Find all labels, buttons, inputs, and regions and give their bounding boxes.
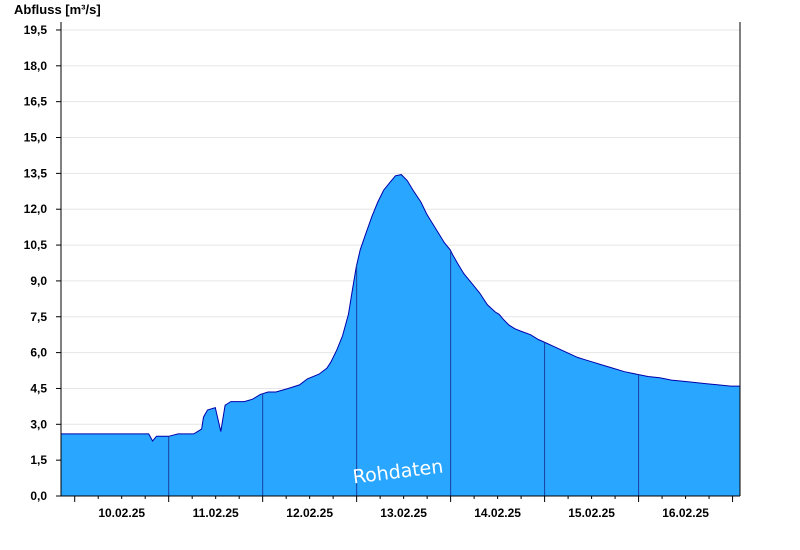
- y-tick-label: 9,0: [30, 274, 47, 288]
- y-tick-label: 19,5: [24, 23, 48, 37]
- x-tick-label: 16.02.25: [662, 506, 709, 520]
- x-ticks: 10.02.25 11.02.25 12.02.25 13.02.25 14.02.25…: [74, 496, 734, 520]
- discharge-line: [61, 174, 740, 442]
- x-tick-label: 14.02.25: [474, 506, 521, 520]
- axes: [60, 22, 741, 497]
- y-tick-label: 16,5: [24, 95, 48, 109]
- y-tick-label: 12,0: [24, 202, 48, 216]
- y-tick-label: 10,5: [24, 238, 48, 252]
- x-tick-label: 15.02.25: [568, 506, 615, 520]
- plot-area: [61, 174, 740, 496]
- x-tick-label: 10.02.25: [98, 506, 145, 520]
- y-ticks: 0,0 1,5 3,0 4,5 6,0 7,5 9,0 10,5 12,0 13,5 15,0 16,…: [24, 23, 61, 503]
- x-tick-label: 13.02.25: [380, 506, 427, 520]
- y-tick-label: 15,0: [24, 131, 48, 145]
- discharge-area: [61, 174, 740, 496]
- x-tick-label: 11.02.25: [193, 506, 239, 520]
- y-tick-label: 1,5: [30, 453, 47, 467]
- y-tick-label: 7,5: [30, 310, 47, 324]
- y-tick-label: 4,5: [30, 381, 47, 395]
- y-tick-label: 6,0: [30, 346, 47, 360]
- y-axis-title: Abfluss [m³/s]: [14, 2, 101, 17]
- day-boundary-lines: [168, 250, 640, 496]
- y-tick-label: 13,5: [24, 166, 48, 180]
- x-tick-label: 12.02.25: [286, 506, 333, 520]
- y-tick-label: 18,0: [24, 59, 48, 73]
- y-tick-label: 3,0: [30, 417, 47, 431]
- y-tick-label: 0,0: [30, 489, 47, 503]
